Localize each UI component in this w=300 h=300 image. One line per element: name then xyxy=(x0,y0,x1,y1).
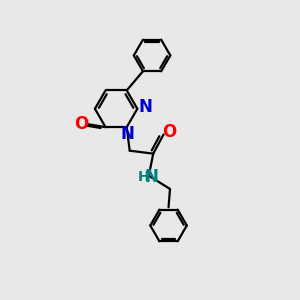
Text: O: O xyxy=(74,115,88,133)
Text: N: N xyxy=(139,98,152,116)
Text: H: H xyxy=(138,170,149,184)
Text: N: N xyxy=(145,168,159,186)
Text: O: O xyxy=(162,123,176,141)
Text: N: N xyxy=(120,125,134,143)
